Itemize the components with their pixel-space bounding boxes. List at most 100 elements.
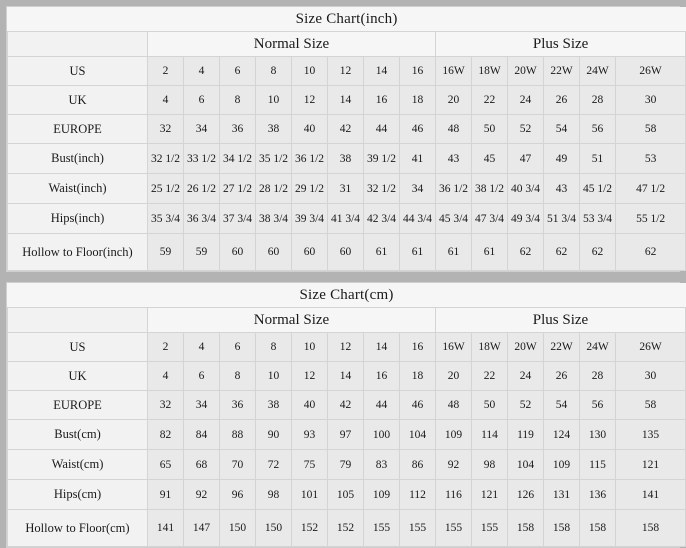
- cell-value: 158: [579, 509, 616, 547]
- row-label: Bust(inch): [7, 143, 148, 174]
- cell-value: 35 1/2: [255, 143, 292, 174]
- cell-value: 88: [219, 419, 256, 450]
- cell-value: 22W: [543, 332, 580, 362]
- cell-value: 50: [471, 114, 508, 144]
- cell-value: 44 3/4: [399, 203, 436, 234]
- cell-value: 50: [471, 390, 508, 420]
- row-label: Hips(cm): [7, 479, 148, 510]
- cell-value: 48: [435, 390, 472, 420]
- cell-value: 98: [255, 479, 292, 510]
- cell-value: 62: [507, 233, 544, 271]
- cell-value: 82: [147, 419, 184, 450]
- cell-value: 28 1/2: [255, 173, 292, 204]
- table-row: EUROPE 32 34 36 38 40 42 44 46 48 50 52 54 56 58: [7, 390, 686, 420]
- cell-value: 16: [363, 361, 400, 391]
- cell-value: 68: [183, 449, 220, 480]
- cell-value: 136: [579, 479, 616, 510]
- cell-value: 109: [543, 449, 580, 480]
- table-row: EUROPE 32 34 36 38 40 42 44 46 48 50 52 54 56 58: [7, 114, 686, 144]
- size-chart-page: Size Chart(inch) Normal Size Plus Size US 2 4…: [6, 6, 686, 548]
- row-label: Bust(cm): [7, 419, 148, 450]
- cell-value: 126: [507, 479, 544, 510]
- cell-value: 28: [579, 361, 616, 391]
- cell-value: 22: [471, 85, 508, 115]
- table-row: US 2 4 6 8 10 12 14 16 16W 18W 20W 22W 24W 26W: [7, 56, 686, 86]
- row-label: Waist(cm): [7, 449, 148, 480]
- cell-value: 8: [255, 332, 292, 362]
- size-chart-inch: Size Chart(inch) Normal Size Plus Size US 2 4…: [6, 6, 686, 272]
- cell-value: 35 3/4: [147, 203, 184, 234]
- cell-value: 46: [399, 114, 436, 144]
- cell-value: 92: [435, 449, 472, 480]
- cell-value: 47: [507, 143, 544, 174]
- group-header-corner: [7, 31, 148, 57]
- cell-value: 14: [327, 85, 364, 115]
- cell-value: 38: [255, 390, 292, 420]
- cell-value: 155: [435, 509, 472, 547]
- cell-value: 60: [219, 233, 256, 271]
- cell-value: 41 3/4: [327, 203, 364, 234]
- cell-value: 44: [363, 114, 400, 144]
- cell-value: 42: [327, 390, 364, 420]
- cell-value: 10: [291, 56, 328, 86]
- cell-value: 58: [614, 390, 686, 420]
- cell-value: 6: [183, 85, 220, 115]
- cell-value: 53 3/4: [579, 203, 616, 234]
- cell-value: 150: [255, 509, 292, 547]
- cell-value: 16W: [435, 332, 472, 362]
- table-row: Waist(inch) 25 1/2 26 1/2 27 1/2 28 1/2 29 1/…: [7, 173, 686, 204]
- cell-value: 2: [147, 332, 184, 362]
- cell-value: 65: [147, 449, 184, 480]
- cell-value: 96: [219, 479, 256, 510]
- cell-value: 116: [435, 479, 472, 510]
- chart-title: Size Chart(cm): [7, 283, 686, 308]
- cell-value: 22: [471, 361, 508, 391]
- cell-value: 98: [471, 449, 508, 480]
- cell-value: 101: [291, 479, 328, 510]
- cell-value: 141: [147, 509, 184, 547]
- cell-value: 6: [219, 332, 256, 362]
- cell-value: 70: [219, 449, 256, 480]
- cell-value: 8: [219, 85, 256, 115]
- cell-value: 16: [399, 56, 436, 86]
- cell-value: 45 3/4: [435, 203, 472, 234]
- cell-value: 56: [579, 114, 616, 144]
- cell-value: 150: [219, 509, 256, 547]
- cell-value: 49: [543, 143, 580, 174]
- cell-value: 56: [579, 390, 616, 420]
- cell-value: 43: [435, 143, 472, 174]
- cell-value: 54: [543, 390, 580, 420]
- cell-value: 36 3/4: [183, 203, 220, 234]
- cell-value: 12: [327, 332, 364, 362]
- cell-value: 14: [327, 361, 364, 391]
- cell-value: 12: [291, 85, 328, 115]
- cell-value: 18W: [471, 332, 508, 362]
- cell-value: 10: [291, 332, 328, 362]
- cell-value: 112: [399, 479, 436, 510]
- cell-value: 100: [363, 419, 400, 450]
- row-label: EUROPE: [7, 390, 148, 420]
- cell-value: 27 1/2: [219, 173, 256, 204]
- group-header-normal-size: Normal Size: [147, 31, 436, 57]
- cell-value: 4: [183, 56, 220, 86]
- cell-value: 60: [327, 233, 364, 271]
- cell-value: 4: [147, 361, 184, 391]
- table-row: Bust(inch) 32 1/2 33 1/2 34 1/2 35 1/2 36 1/2…: [7, 143, 686, 174]
- cell-value: 6: [183, 361, 220, 391]
- size-chart-inch-table: Size Chart(inch) Normal Size Plus Size US 2 4…: [7, 7, 686, 271]
- cell-value: 46: [399, 390, 436, 420]
- title-row: Size Chart(cm): [7, 283, 686, 308]
- cell-value: 43: [543, 173, 580, 204]
- cell-value: 155: [471, 509, 508, 547]
- table-row: Hips(cm) 91 92 96 98 101 105 109 112 116 121 126 131…: [7, 479, 686, 510]
- cell-value: 60: [255, 233, 292, 271]
- cell-value: 51 3/4: [543, 203, 580, 234]
- cell-value: 28: [579, 85, 616, 115]
- cell-value: 20W: [507, 332, 544, 362]
- cell-value: 109: [363, 479, 400, 510]
- cell-value: 52: [507, 390, 544, 420]
- table-row: Waist(cm) 65 68 70 72 75 79 83 86 92 98 104 109 115 12…: [7, 449, 686, 480]
- row-label: UK: [7, 85, 148, 115]
- cell-value: 18: [399, 85, 436, 115]
- cell-value: 10: [255, 85, 292, 115]
